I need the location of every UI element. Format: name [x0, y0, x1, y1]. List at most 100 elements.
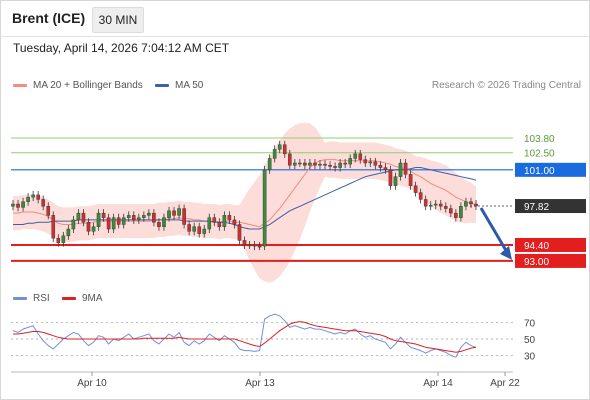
- candle-body: [308, 162, 312, 166]
- candle-body: [464, 201, 468, 207]
- resistance-line-label: 102.50: [524, 149, 555, 160]
- candle-body: [408, 174, 413, 186]
- support-line-label-bg: [515, 237, 586, 252]
- research-credit: Research © 2026 Trading Central: [431, 80, 581, 91]
- candle-body: [116, 217, 121, 225]
- candle-body: [76, 212, 81, 221]
- candle-body: [31, 194, 35, 198]
- candle-body: [111, 217, 116, 230]
- candle-body: [378, 165, 383, 168]
- candle-body: [438, 203, 443, 207]
- header-bar: Brent (ICE) 30 MIN: [0, 0, 590, 37]
- candle-body: [237, 224, 242, 241]
- candle-body: [298, 162, 302, 165]
- candle-body: [106, 217, 111, 230]
- support-line-label: 93.00: [524, 257, 549, 268]
- candle-body: [162, 217, 166, 227]
- candle-body: [398, 162, 403, 177]
- support-line-label: 94.40: [524, 241, 549, 252]
- candle-body: [333, 166, 337, 168]
- candle-body: [182, 208, 186, 225]
- candle-body: [56, 237, 61, 243]
- candle-body: [444, 206, 448, 209]
- candle-body: [373, 161, 378, 166]
- candle-body: [323, 163, 327, 166]
- candle-body: [217, 222, 222, 227]
- candle-body: [353, 153, 358, 159]
- candle-body: [61, 235, 66, 243]
- ma50-swatch: [155, 83, 169, 87]
- candle-body: [348, 158, 352, 165]
- candle-body: [152, 212, 156, 223]
- candle-body: [242, 240, 247, 246]
- candle-body: [383, 167, 388, 171]
- candle-body: [197, 226, 202, 234]
- timeframe-button[interactable]: 30 MIN: [92, 7, 144, 33]
- legend-ma20-label: MA 20 + Bollinger Bands: [33, 80, 143, 91]
- candle-body: [126, 215, 131, 218]
- legend-rsi: RSI: [13, 293, 50, 304]
- candle-body: [131, 215, 136, 221]
- candle-body: [459, 206, 463, 218]
- candle-body: [86, 222, 91, 232]
- candle-body: [313, 162, 317, 166]
- candle-body: [267, 158, 272, 171]
- candle-body: [287, 153, 292, 166]
- candle-body: [46, 206, 51, 216]
- candle-body: [363, 159, 368, 164]
- candle-body: [51, 215, 56, 239]
- x-tick-label: Apr 13: [245, 378, 275, 389]
- candle-body: [449, 208, 453, 214]
- candle-body: [227, 215, 232, 221]
- candle-body: [192, 226, 196, 232]
- candle-body: [16, 203, 20, 208]
- candle-body: [418, 192, 423, 200]
- candle-body: [318, 163, 322, 166]
- rsi-line: [12, 313, 477, 358]
- candle-body: [21, 201, 25, 208]
- legend-9ma: 9MA: [62, 293, 103, 304]
- last-price-label: 97.82: [524, 202, 549, 213]
- candle-body: [167, 210, 171, 218]
- candle-body: [277, 144, 282, 150]
- candle-body: [262, 169, 267, 247]
- legend-9ma-label: 9MA: [82, 293, 103, 304]
- candle-body: [454, 212, 458, 218]
- candle-body: [338, 162, 342, 168]
- candle-body: [343, 162, 347, 165]
- candle-body: [469, 201, 473, 205]
- candle-body: [293, 162, 297, 166]
- candle-body: [393, 176, 398, 186]
- pivot-line-label: 101.00: [524, 166, 555, 177]
- candle-body: [282, 144, 287, 155]
- legend-ma50-label: MA 50: [175, 80, 204, 91]
- bollinger-band: [13, 122, 476, 283]
- candle-body: [172, 210, 176, 216]
- candle-body: [368, 161, 373, 164]
- candle-body: [142, 215, 146, 218]
- x-tick-label: Apr 14: [423, 378, 453, 389]
- instrument-title: Brent (ICE): [12, 10, 86, 26]
- candle-body: [423, 199, 428, 207]
- ma20-swatch: [13, 83, 27, 87]
- candle-body: [26, 196, 30, 202]
- candle-body: [413, 185, 418, 193]
- candle-body: [232, 219, 237, 225]
- legend-ma50: MA 50: [155, 80, 203, 91]
- candle-body: [11, 203, 15, 207]
- candle-body: [247, 244, 252, 247]
- rsi-tick-label: 50: [524, 335, 536, 346]
- candle-body: [272, 149, 277, 159]
- candle-body: [177, 208, 181, 216]
- candle-body: [41, 199, 45, 207]
- legend-ma20: MA 20 + Bollinger Bands: [13, 80, 143, 91]
- rsi-tick-label: 30: [524, 352, 536, 363]
- candle-body: [202, 228, 207, 234]
- forecast-arrowhead: [500, 245, 512, 260]
- rsi-9ma-line: [13, 321, 477, 353]
- timestamp: Tuesday, April 14, 2026 7:04:12 AM CET: [13, 41, 230, 55]
- candle-body: [36, 194, 40, 200]
- candle-body: [403, 162, 408, 175]
- candle-body: [207, 217, 212, 230]
- x-tick-label: Apr 10: [77, 378, 107, 389]
